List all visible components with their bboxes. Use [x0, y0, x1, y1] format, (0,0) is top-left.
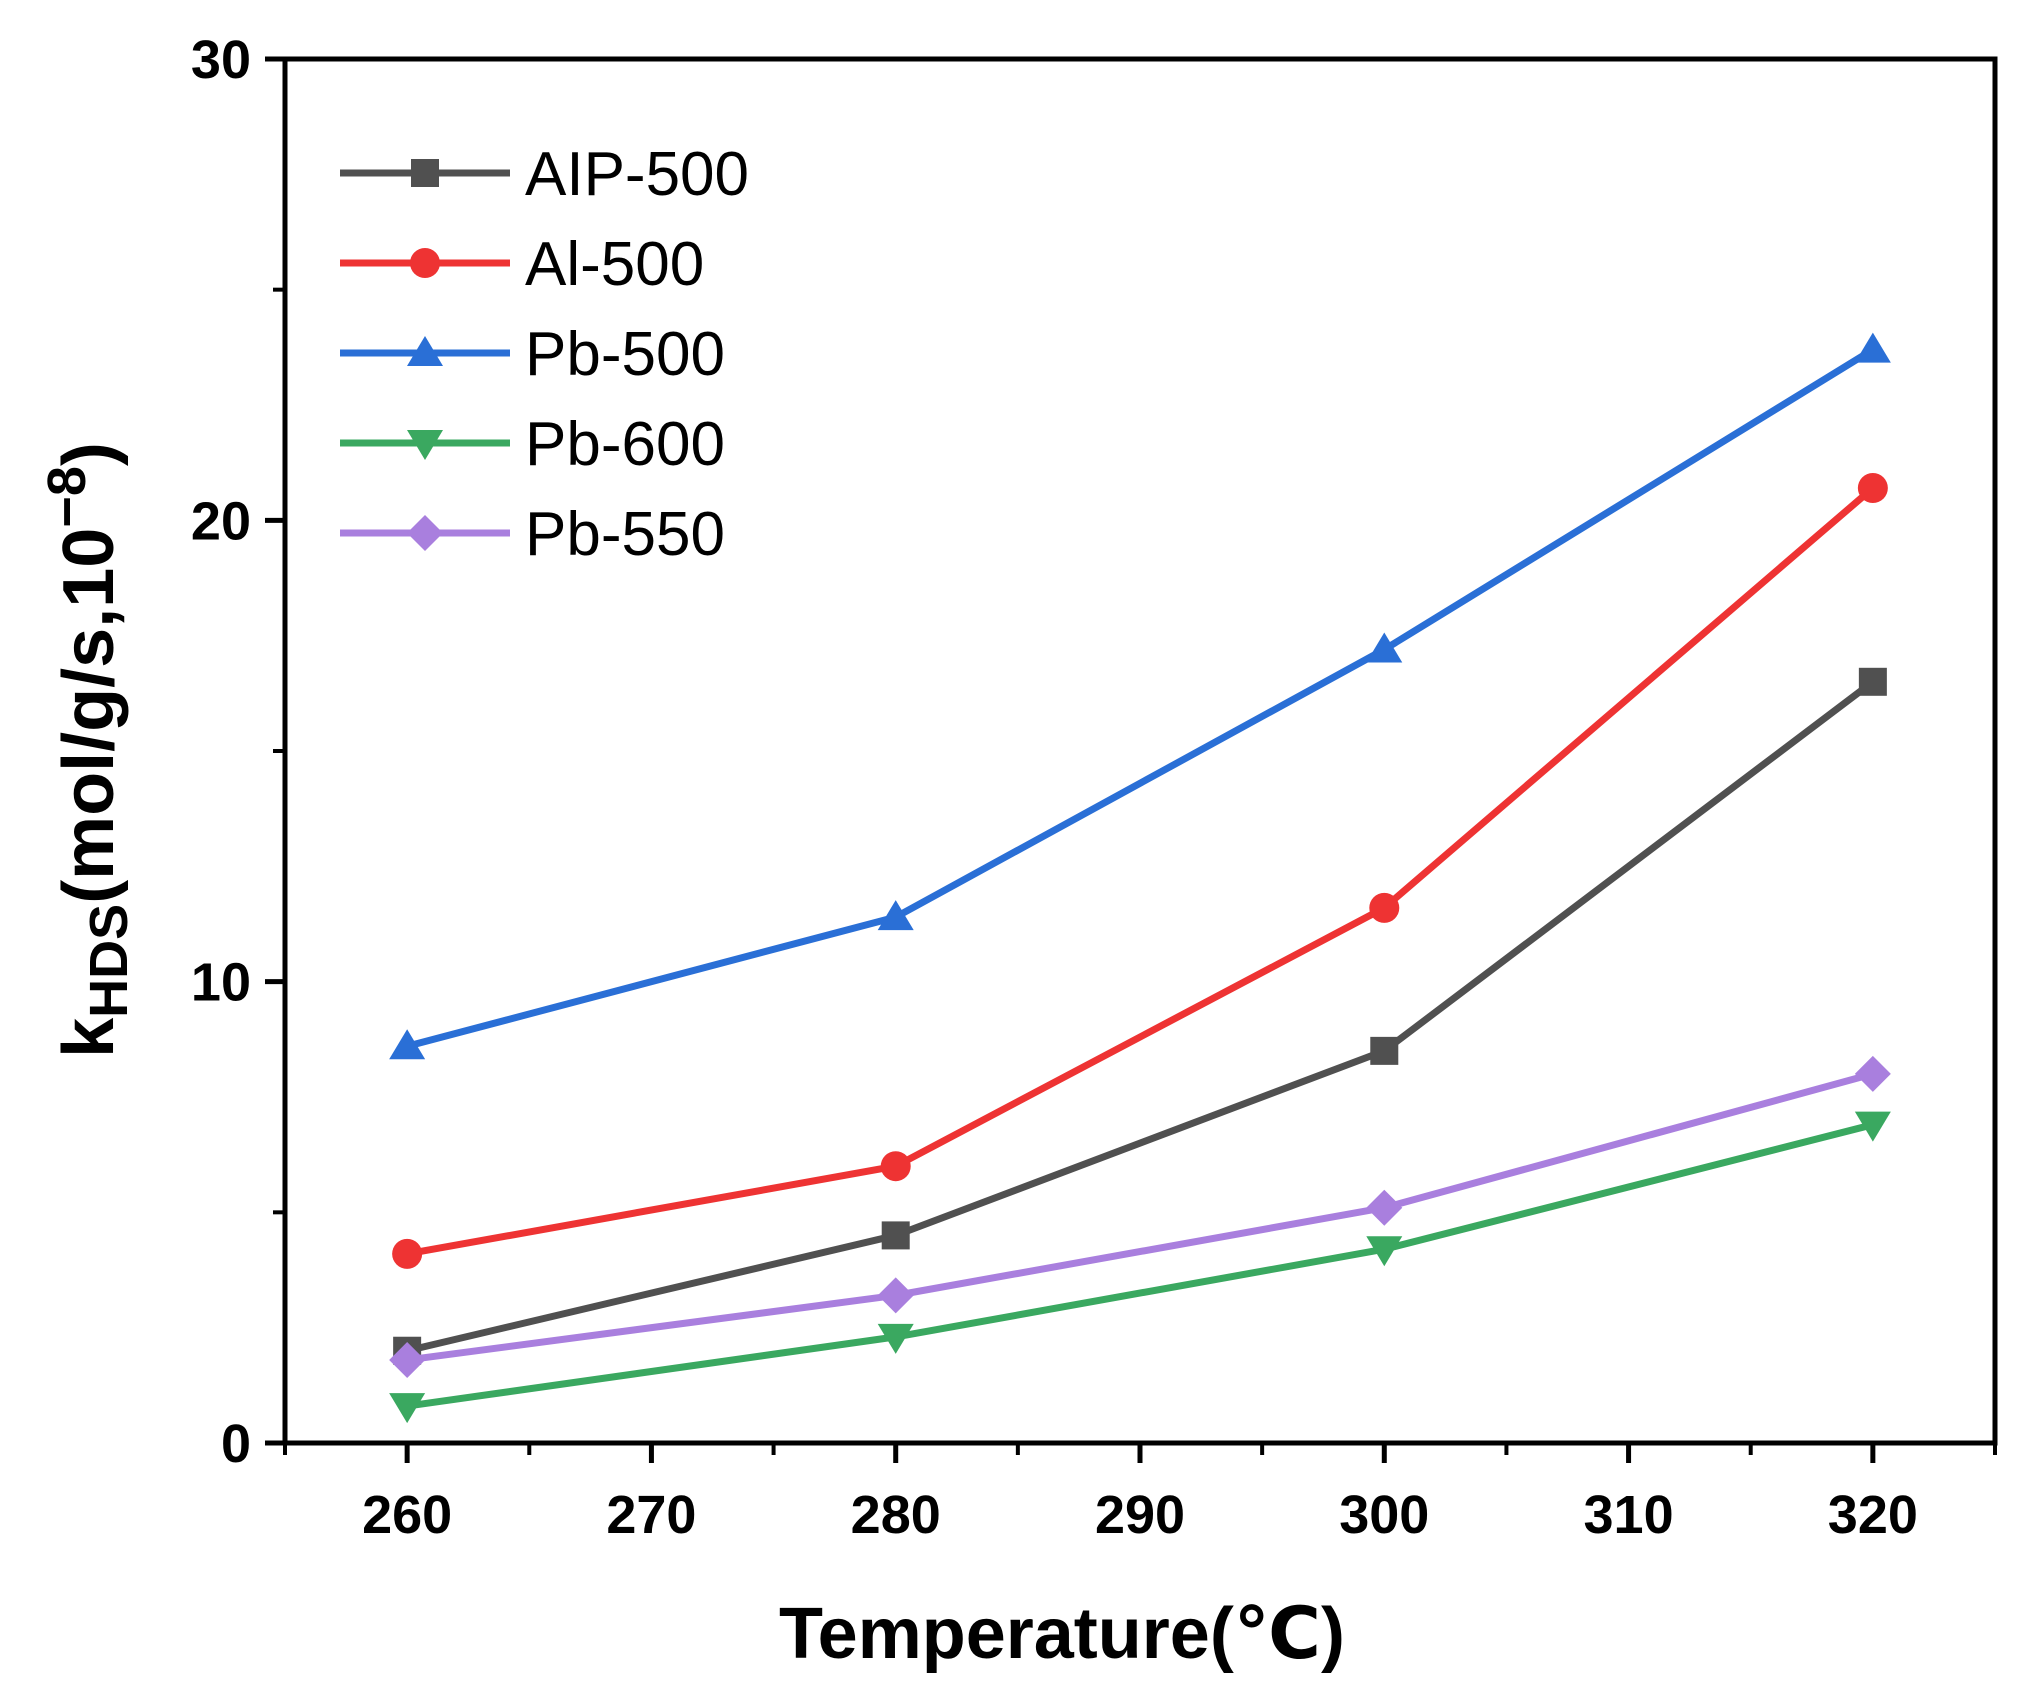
legend-label: Pb-600: [525, 410, 725, 479]
data-point-pb-600: [877, 1323, 914, 1354]
legend-entry-pb-600: Pb-600: [340, 410, 725, 479]
y-axis-title-superscript: −8: [37, 466, 97, 528]
data-point-pb-550: [877, 1277, 914, 1314]
data-point-aip-500: [881, 1221, 910, 1250]
x-tick-label: 310: [1584, 1485, 1674, 1545]
legend-label: Pb-550: [525, 500, 725, 569]
data-point-al-500: [1369, 892, 1400, 923]
y-axis-title-unit: (mol/g/s,10: [49, 528, 129, 904]
series-group: [389, 332, 1891, 1424]
data-point-pb-500: [877, 900, 914, 931]
series-line-aip-500: [406, 679, 1875, 1355]
legend-marker: [407, 515, 443, 551]
series-line-pb-500: [406, 346, 1875, 1050]
data-point-aip-500: [1858, 667, 1887, 696]
series-line-pb-600: [406, 1121, 1874, 1410]
series-pb-550: [389, 1055, 1891, 1378]
x-axis-title: Temperature(℃): [779, 1594, 1345, 1674]
legend: AIP-500 Al-500 Pb-500 Pb-600 Pb-550: [340, 140, 749, 569]
y-tick-label: 30: [191, 30, 251, 90]
data-point-pb-550: [1854, 1055, 1891, 1092]
legend-marker: [407, 430, 443, 460]
series-line-pb-550: [406, 1070, 1874, 1364]
data-point-aip-500: [1370, 1036, 1399, 1065]
legend-label: Pb-500: [525, 320, 725, 389]
legend-entry-aip-500: AIP-500: [340, 140, 749, 209]
legend-label: AIP-500: [525, 140, 749, 209]
y-axis-title-close: ): [49, 442, 129, 466]
x-axis-ticks: 260 270 280 290 300 310 320: [283, 1443, 1997, 1545]
legend-marker: [411, 159, 439, 187]
data-point-pb-550: [1366, 1189, 1403, 1226]
data-point-al-500: [392, 1238, 423, 1269]
series-al-500: [392, 473, 1888, 1269]
x-tick-label: 280: [851, 1485, 941, 1545]
x-tick-label: 320: [1828, 1485, 1918, 1545]
data-point-pb-500: [389, 1029, 426, 1060]
y-tick-label: 0: [221, 1414, 251, 1474]
data-point-al-500: [1857, 473, 1888, 504]
series-pb-500: [389, 332, 1891, 1060]
legend-entry-al-500: Al-500: [340, 230, 704, 299]
data-point-al-500: [880, 1151, 911, 1182]
y-axis-ticks: 0 10 20 30: [191, 30, 285, 1474]
data-point-pb-500: [1854, 332, 1891, 363]
data-point-pb-600: [1366, 1236, 1403, 1267]
legend-label: Al-500: [525, 230, 704, 299]
y-axis-title: kHDS(mol/g/s,10−8): [37, 442, 139, 1058]
y-tick-label: 10: [191, 953, 251, 1013]
legend-marker: [410, 248, 440, 278]
x-tick-label: 260: [362, 1485, 452, 1545]
series-aip-500: [393, 667, 1887, 1365]
data-point-pb-500: [1366, 632, 1403, 663]
y-axis-title-subscript: HDS: [79, 904, 139, 1018]
series-pb-600: [389, 1111, 1891, 1424]
legend-entry-pb-550: Pb-550: [340, 500, 725, 569]
legend-entry-pb-500: Pb-500: [340, 320, 725, 389]
x-tick-label: 300: [1339, 1485, 1429, 1545]
series-line-al-500: [406, 485, 1876, 1258]
data-point-pb-550: [389, 1341, 426, 1378]
legend-marker: [407, 336, 443, 366]
data-point-pb-600: [1854, 1111, 1891, 1142]
data-point-pb-600: [389, 1393, 426, 1424]
x-tick-label: 290: [1095, 1485, 1185, 1545]
x-tick-label: 270: [606, 1485, 696, 1545]
y-axis-title-main: k: [49, 1017, 129, 1058]
y-tick-label: 20: [191, 491, 251, 551]
